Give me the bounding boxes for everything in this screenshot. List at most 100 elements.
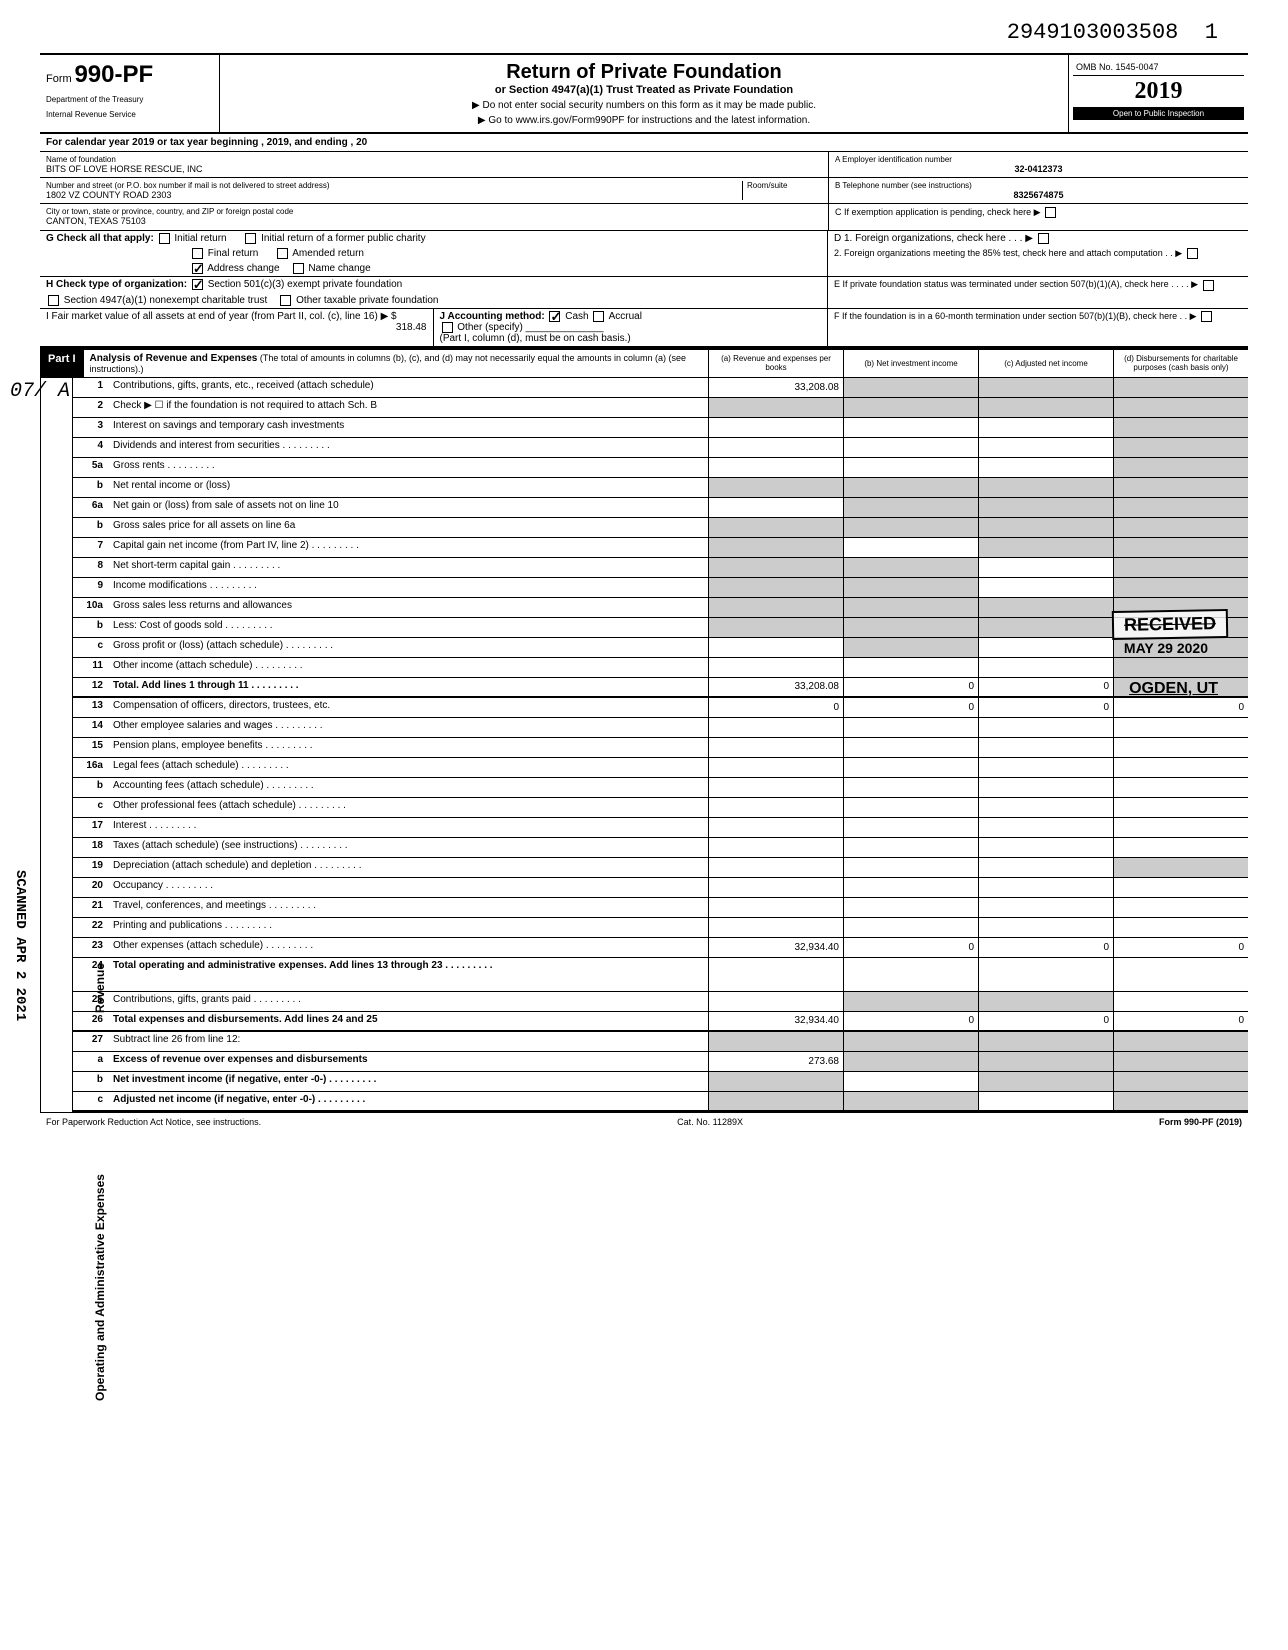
e-checkbox[interactable]: [1203, 280, 1214, 291]
section-d1-label: D 1. Foreign organizations, check here .…: [834, 233, 1033, 244]
stamp-date: MAY 29 2020: [1124, 640, 1208, 656]
line5b-text: Net rental income or (loss): [109, 478, 708, 497]
j-accrual-checkbox[interactable]: [593, 311, 604, 322]
fmv-value: 318.48: [396, 322, 427, 333]
d1-checkbox[interactable]: [1038, 233, 1049, 244]
final-return-checkbox[interactable]: [192, 248, 203, 259]
line20-text: Occupancy: [109, 878, 708, 897]
col-d-header: (d) Disbursements for charitable purpose…: [1113, 350, 1248, 377]
form-title: Return of Private Foundation: [226, 61, 1062, 84]
line23-d: 0: [1113, 938, 1248, 957]
page-number: 1: [1205, 20, 1218, 45]
doc-number: 2949103003508: [1007, 20, 1179, 45]
form-prefix: Form: [46, 73, 72, 85]
line11-text: Other income (attach schedule): [109, 658, 708, 677]
form-subtitle: or Section 4947(a)(1) Trust Treated as P…: [226, 84, 1062, 96]
section-g-label: G Check all that apply:: [46, 233, 154, 244]
col-a-header: (a) Revenue and expenses per books: [708, 350, 843, 377]
ssn-note: ▶ Do not enter social security numbers o…: [226, 100, 1062, 111]
final-return-label: Final return: [208, 248, 259, 259]
revenue-side-label: Revenue: [93, 938, 107, 1038]
line13-text: Compensation of officers, directors, tru…: [109, 698, 708, 717]
part1-title: Analysis of Revenue and Expenses: [90, 353, 258, 364]
section-c-label: C If exemption application is pending, c…: [835, 207, 1041, 217]
footer-right: Form 990-PF (2019): [1159, 1117, 1242, 1127]
section-e-label: E If private foundation status was termi…: [834, 279, 1198, 289]
line16a-text: Legal fees (attach schedule): [109, 758, 708, 777]
phone-label: B Telephone number (see instructions): [835, 181, 1242, 190]
name-label: Name of foundation: [46, 155, 822, 164]
initial-return-label: Initial return: [174, 233, 226, 244]
part1-header: Part I Analysis of Revenue and Expenses …: [40, 348, 1248, 378]
phone-value: 8325674875: [835, 190, 1242, 200]
line13-b: 0: [843, 698, 978, 717]
f-checkbox[interactable]: [1201, 311, 1212, 322]
section-c-checkbox[interactable]: [1045, 207, 1056, 218]
h-501c3-checkbox[interactable]: [192, 279, 203, 290]
line18-text: Taxes (attach schedule) (see instruction…: [109, 838, 708, 857]
line17-text: Interest: [109, 818, 708, 837]
line6a-text: Net gain or (loss) from sale of assets n…: [109, 498, 708, 517]
line27b-text: Net investment income (if negative, ente…: [109, 1072, 708, 1091]
form-number: 990-PF: [74, 61, 153, 88]
line7-text: Capital gain net income (from Part IV, l…: [109, 538, 708, 557]
line22-text: Printing and publications: [109, 918, 708, 937]
foundation-name: BITS OF LOVE HORSE RESCUE, INC: [46, 164, 822, 174]
j-cash-checkbox[interactable]: [549, 311, 560, 322]
ein-label: A Employer identification number: [835, 155, 1242, 164]
city-label: City or town, state or province, country…: [46, 207, 822, 216]
line13-a: 0: [708, 698, 843, 717]
website-note: ▶ Go to www.irs.gov/Form990PF for instru…: [226, 115, 1062, 126]
j-other-checkbox[interactable]: [442, 322, 453, 333]
foundation-address: 1802 VZ COUNTY ROAD 2303: [46, 190, 742, 200]
name-change-checkbox[interactable]: [293, 263, 304, 274]
address-change-label: Address change: [207, 263, 279, 274]
line16c-text: Other professional fees (attach schedule…: [109, 798, 708, 817]
line27a-text: Excess of revenue over expenses and disb…: [109, 1052, 708, 1071]
line6b-text: Gross sales price for all assets on line…: [109, 518, 708, 537]
line10c-text: Gross profit or (loss) (attach schedule): [109, 638, 708, 657]
j-cash-label: Cash: [565, 311, 588, 322]
line24-text: Total operating and administrative expen…: [109, 958, 708, 991]
line12-b: 0: [843, 678, 978, 696]
line27a-a: 273.68: [708, 1052, 843, 1071]
line14-text: Other employee salaries and wages: [109, 718, 708, 737]
part1-badge: Part I: [40, 350, 84, 377]
col-c-header: (c) Adjusted net income: [978, 350, 1113, 377]
col-b-header: (b) Net investment income: [843, 350, 978, 377]
name-change-label: Name change: [308, 263, 370, 274]
irs-label: Internal Revenue Service: [46, 110, 213, 119]
h-trust-checkbox[interactable]: [48, 295, 59, 306]
line15-text: Pension plans, employee benefits: [109, 738, 708, 757]
line5a-text: Gross rents: [109, 458, 708, 477]
room-label: Room/suite: [747, 181, 822, 190]
section-j-label: J Accounting method:: [440, 311, 545, 322]
addr-label: Number and street (or P.O. box number if…: [46, 181, 742, 190]
footer-center: Cat. No. 11289X: [677, 1117, 743, 1127]
address-change-checkbox[interactable]: [192, 263, 203, 274]
amended-return-checkbox[interactable]: [277, 248, 288, 259]
line9-text: Income modifications: [109, 578, 708, 597]
h-501c3-label: Section 501(c)(3) exempt private foundat…: [208, 280, 403, 291]
d2-checkbox[interactable]: [1187, 248, 1198, 259]
line16b-text: Accounting fees (attach schedule): [109, 778, 708, 797]
received-stamp: RECEIVED: [1112, 609, 1229, 640]
line10b-text: Less: Cost of goods sold: [109, 618, 708, 637]
line3-text: Interest on savings and temporary cash i…: [109, 418, 708, 437]
footer-left: For Paperwork Reduction Act Notice, see …: [46, 1117, 261, 1127]
omb-number: OMB No. 1545-0047: [1073, 59, 1244, 76]
section-d2-label: 2. Foreign organizations meeting the 85%…: [834, 248, 1182, 258]
section-h-label: H Check type of organization:: [46, 280, 187, 291]
line27c-text: Adjusted net income (if negative, enter …: [109, 1092, 708, 1110]
initial-former-checkbox[interactable]: [245, 233, 256, 244]
line13-d: 0: [1113, 698, 1248, 717]
line12-c: 0: [978, 678, 1113, 696]
foundation-city: CANTON, TEXAS 75103: [46, 216, 822, 226]
line25-text: Contributions, gifts, grants paid: [109, 992, 708, 1011]
initial-return-checkbox[interactable]: [159, 233, 170, 244]
line23-a: 32,934.40: [708, 938, 843, 957]
line26-d: 0: [1113, 1012, 1248, 1030]
h-other-checkbox[interactable]: [280, 295, 291, 306]
stamp-ogden: OGDEN, UT: [1129, 680, 1218, 698]
line23-c: 0: [978, 938, 1113, 957]
